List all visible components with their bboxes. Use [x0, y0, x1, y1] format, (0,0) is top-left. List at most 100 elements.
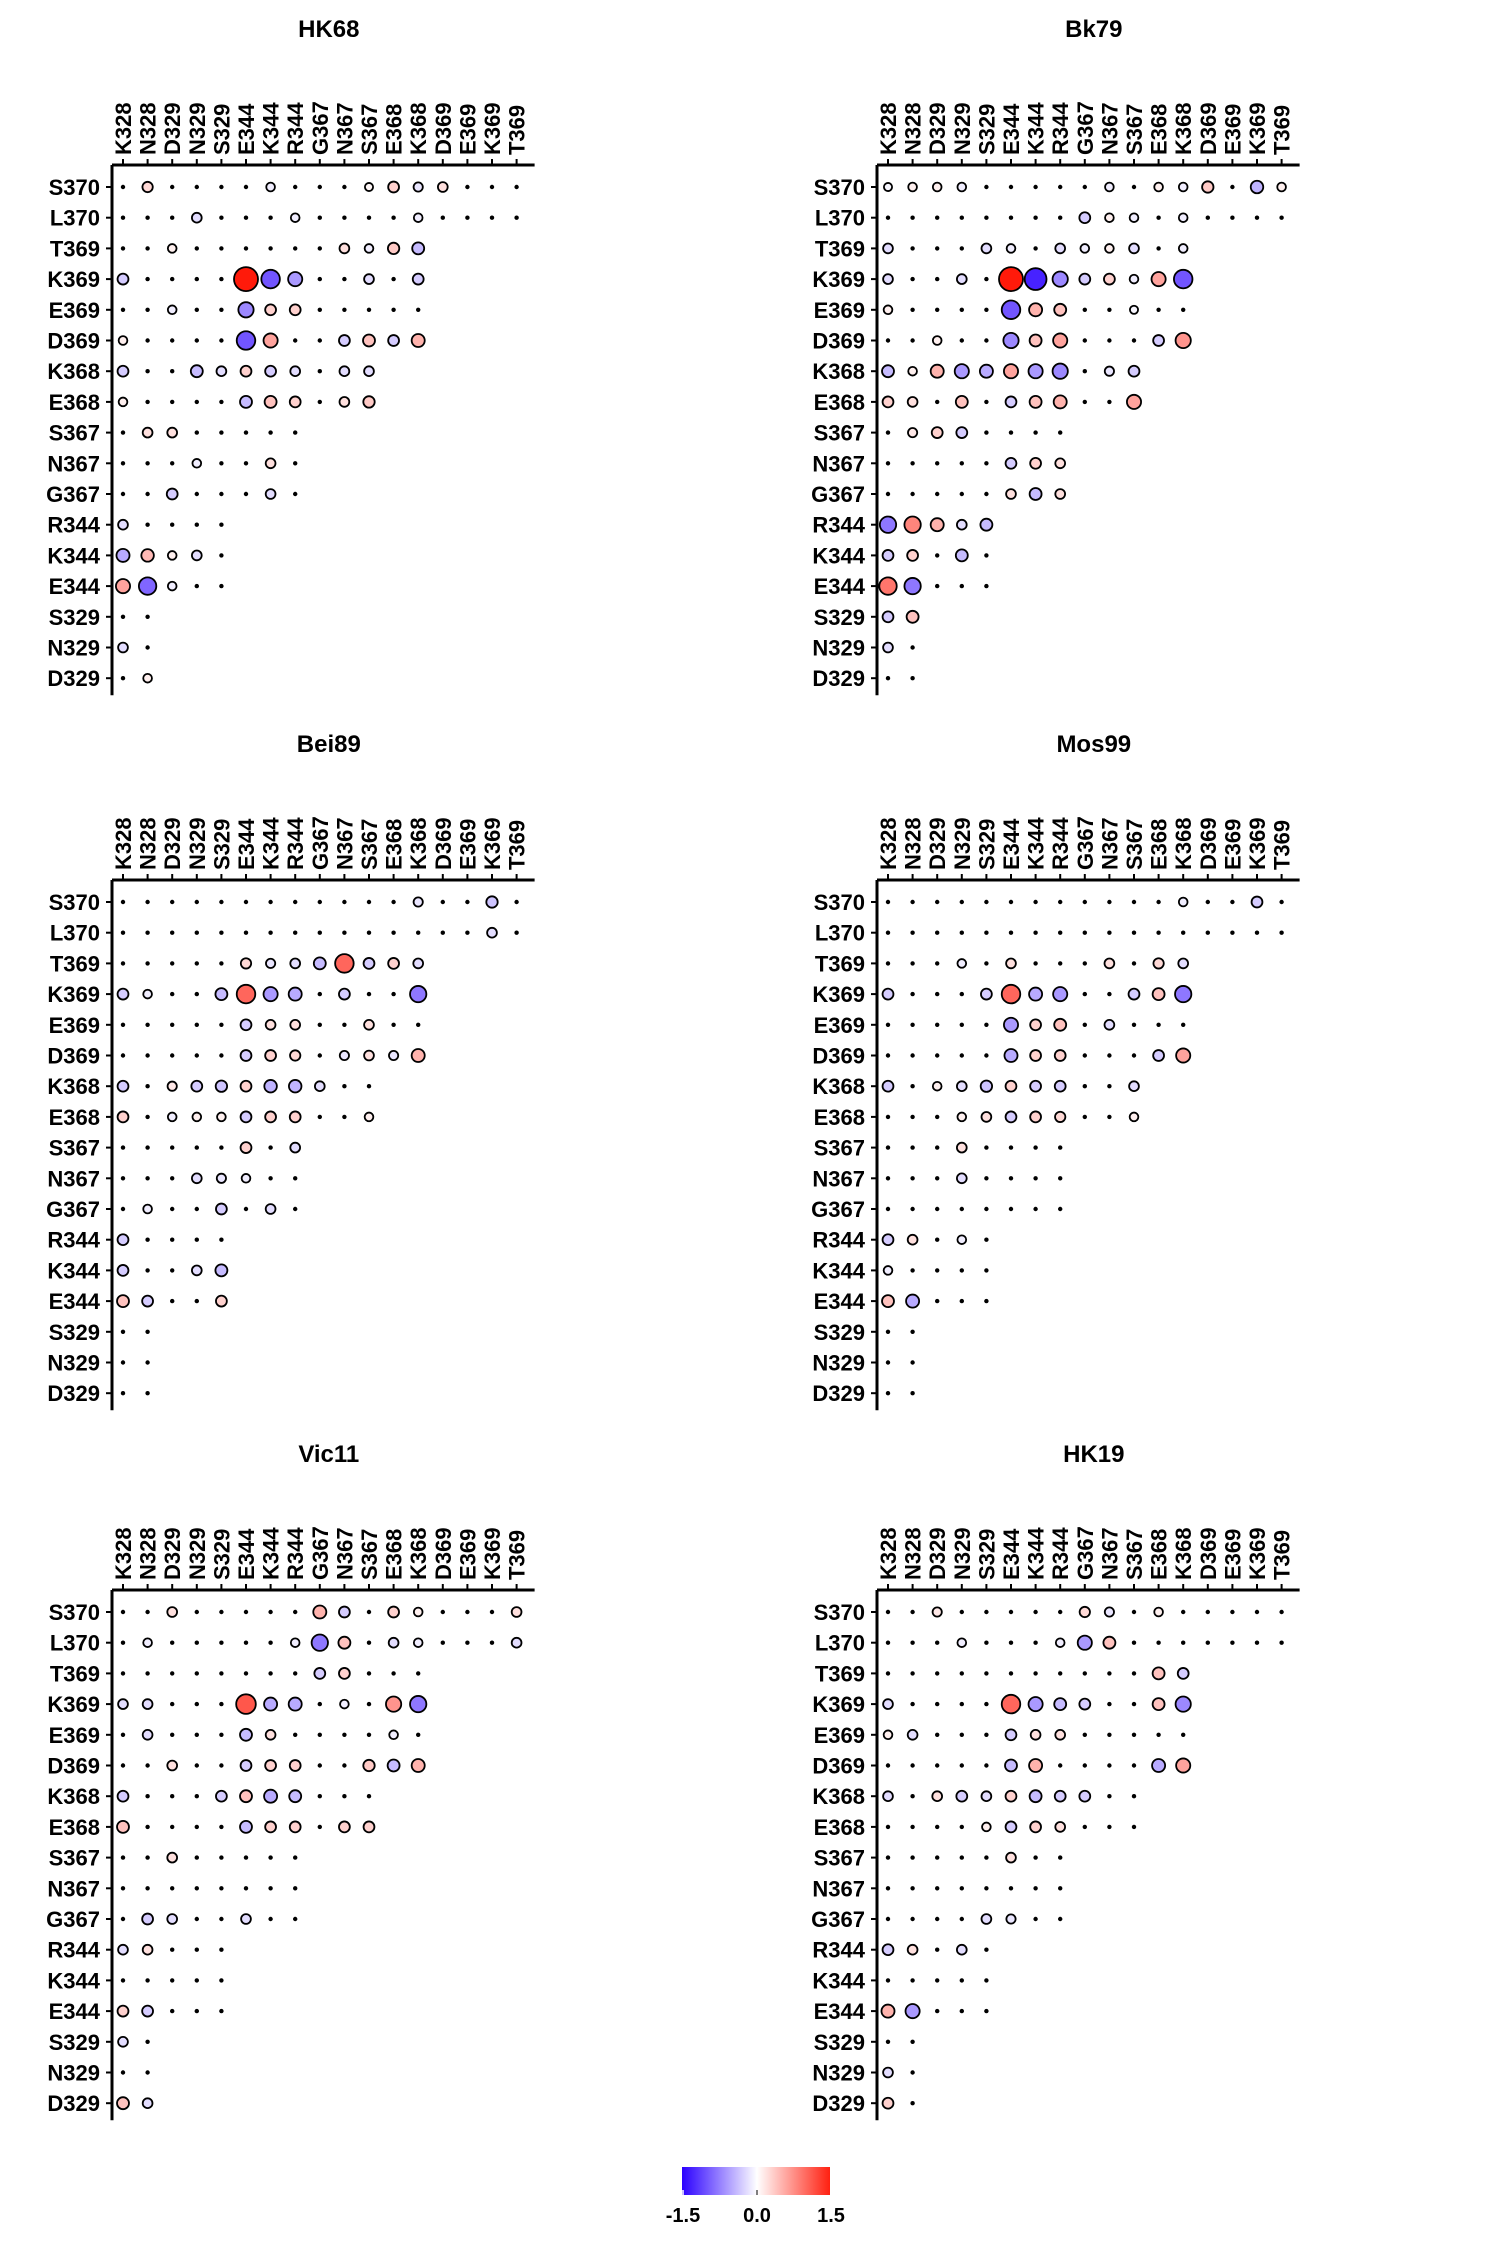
bubble [1051, 362, 1069, 380]
bubble [959, 215, 964, 220]
bubble [956, 1080, 968, 1092]
bubble [219, 1237, 224, 1242]
bubble [293, 1206, 298, 1212]
bubble [1174, 1695, 1192, 1713]
bubble [194, 1855, 199, 1860]
bubble [910, 276, 915, 282]
bubble [342, 1114, 347, 1120]
y-tick-label: L370 [50, 206, 100, 231]
bubble [170, 1145, 175, 1150]
panel-title: HK68 [298, 16, 359, 43]
x-tick-label: E344 [234, 818, 259, 870]
x-tick-label: T369 [505, 105, 530, 155]
x-tick-label: K369 [1245, 1527, 1270, 1580]
bubble [959, 2008, 964, 2014]
bubble [219, 1978, 224, 1983]
bubble [293, 461, 298, 466]
bubble [219, 899, 224, 905]
bubble [1131, 1824, 1137, 1830]
bubble [440, 1609, 445, 1615]
bubble [145, 1176, 150, 1181]
bubble [1151, 1697, 1166, 1711]
y-tick-label: G367 [46, 482, 100, 507]
bubble [878, 576, 898, 596]
bubble [1033, 1176, 1038, 1181]
bubble [910, 961, 915, 966]
bubble [910, 899, 915, 905]
bubble [1205, 1609, 1211, 1615]
bubble [287, 271, 304, 288]
y-tick-label: E344 [814, 1999, 866, 2024]
bubble [1205, 1640, 1211, 1645]
bubble [120, 1640, 126, 1645]
bubble [882, 641, 894, 654]
x-tick-label: E368 [382, 104, 407, 155]
x-tick-label: S367 [357, 104, 382, 155]
bubble [264, 1729, 277, 1741]
x-tick-label: D369 [431, 1527, 456, 1580]
bubble [117, 396, 129, 408]
bubble [317, 246, 322, 251]
bubble [166, 243, 178, 254]
bubble [219, 1640, 224, 1645]
bubble [239, 1141, 253, 1154]
bubble [194, 1701, 199, 1707]
bubble [416, 930, 421, 935]
bubble [910, 246, 915, 251]
bubble [145, 1886, 150, 1891]
bubble [243, 1640, 249, 1645]
bubble [219, 461, 224, 466]
bubble [878, 515, 898, 534]
bubble [170, 399, 175, 405]
bubble [1052, 332, 1069, 349]
bubble [120, 184, 126, 190]
bubble [1107, 307, 1112, 312]
bubble [907, 181, 918, 193]
y-tick-label: K368 [812, 1784, 865, 1809]
bubble [935, 1886, 940, 1891]
bubble [363, 243, 375, 254]
bubble [881, 1943, 895, 1957]
x-tick-label: D369 [431, 102, 456, 155]
y-tick-label: K368 [47, 359, 100, 384]
bubble [1029, 1079, 1042, 1093]
bubble [289, 212, 301, 223]
bubble [910, 2039, 915, 2045]
x-tick-label: S329 [209, 104, 234, 155]
bubble [1156, 899, 1161, 905]
bubble [1078, 211, 1092, 225]
x-tick-label: R344 [283, 1527, 308, 1580]
y-tick-label: G367 [811, 1907, 865, 1932]
bubble [412, 181, 424, 193]
bubble [1107, 899, 1112, 905]
bubble [170, 1794, 175, 1799]
bubble [1131, 961, 1137, 966]
bubble [219, 399, 224, 405]
bubble [1152, 334, 1165, 347]
bubble [190, 1079, 204, 1093]
bubble [984, 1053, 989, 1058]
bubble [929, 363, 945, 379]
bubble [1053, 1697, 1068, 1711]
bubble [910, 1824, 915, 1830]
bubble [1029, 1049, 1042, 1062]
bubble [239, 1789, 253, 1804]
bubble [959, 1732, 964, 1738]
x-tick-label: D329 [925, 1527, 950, 1580]
y-tick-label: N367 [812, 451, 865, 476]
x-tick-label: N329 [950, 102, 975, 155]
bubble [268, 1671, 273, 1676]
bubble [1000, 1693, 1022, 1715]
bubble [1005, 1913, 1017, 1925]
bubble [219, 930, 224, 935]
bubble [268, 930, 273, 935]
bubble [116, 272, 130, 286]
bubble [1276, 181, 1287, 193]
bubble [910, 1022, 915, 1027]
bubble [1230, 930, 1235, 935]
bubble [337, 1635, 352, 1650]
bubble [910, 1671, 915, 1676]
bubble [984, 961, 989, 966]
bubble [910, 991, 915, 997]
